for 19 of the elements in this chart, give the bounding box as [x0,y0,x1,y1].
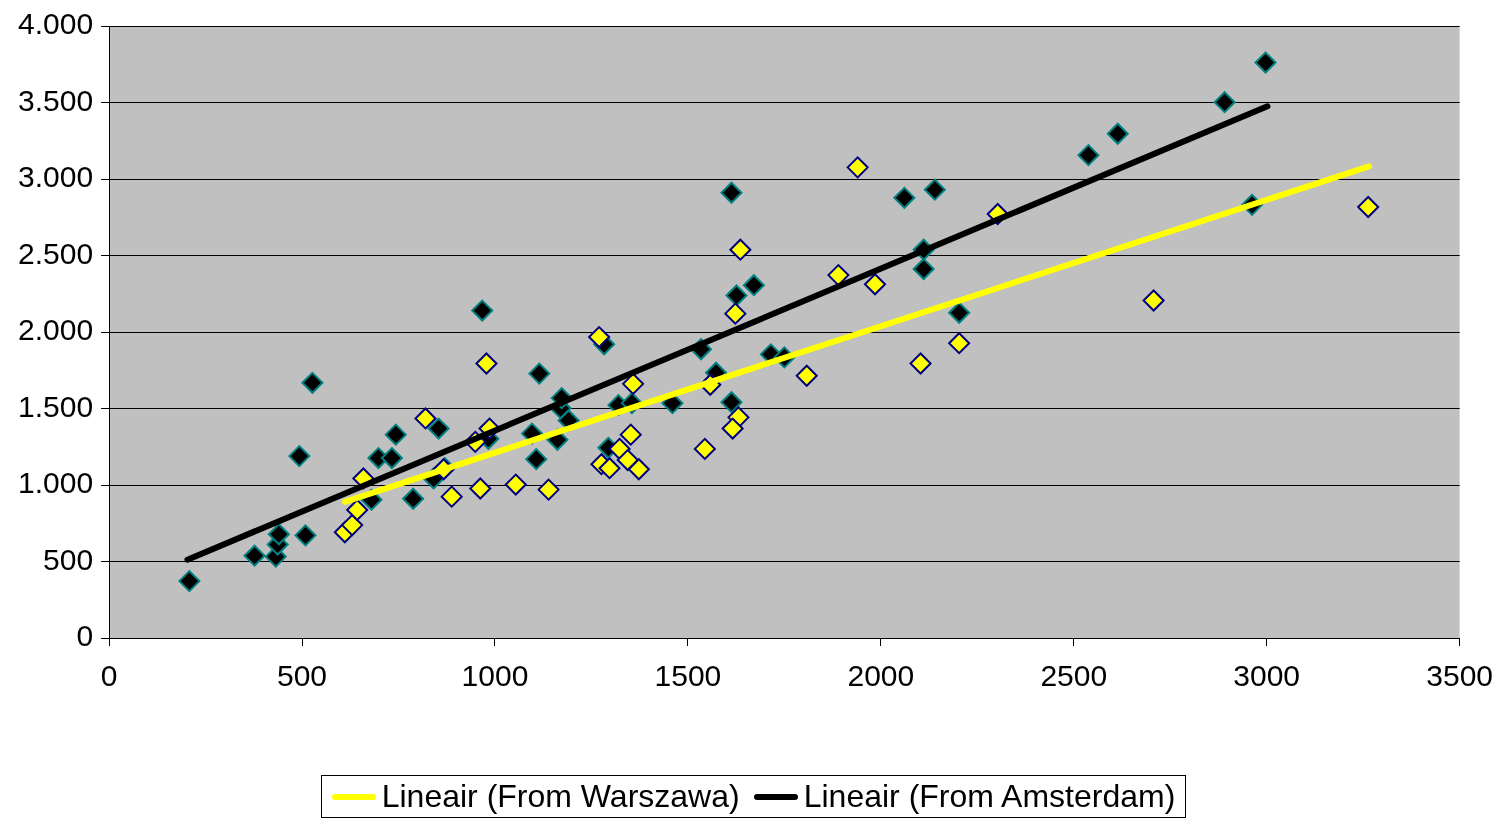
y-tick-label: 1.000 [18,466,94,500]
x-tick-label: 1500 [654,659,722,693]
legend-label: Lineair (From Warszawa) [381,778,740,815]
x-tick-label: 1000 [461,659,529,693]
x-tick-label: 2000 [847,659,915,693]
x-tick-label: 3500 [1426,659,1494,693]
y-tick-label: 0 [76,619,94,653]
y-tick-label: 2.000 [18,313,94,347]
x-tick-label: 3000 [1233,659,1301,693]
x-tick-label: 500 [276,659,328,693]
x-tick-label: 0 [100,659,118,693]
y-tick-label: 3.500 [18,83,94,117]
x-tick-label: 2500 [1040,659,1108,693]
y-tick-label: 4.000 [18,7,94,41]
y-tick-label: 3.000 [18,160,94,194]
y-tick-label: 2.500 [18,236,94,270]
y-tick-label: 1.500 [18,389,94,423]
y-tick-label: 500 [43,542,94,576]
legend-label: Lineair (From Amsterdam) [803,778,1176,815]
